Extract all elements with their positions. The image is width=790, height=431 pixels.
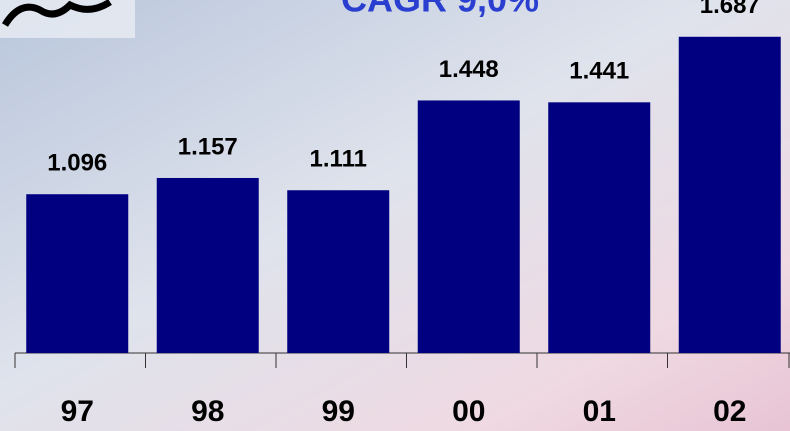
value-label: 1.448 (439, 56, 499, 83)
bar (26, 194, 128, 353)
value-label: 1.157 (178, 133, 238, 160)
x-tick-label: 00 (452, 395, 485, 428)
chart: CAGR 9,0% 1.096 97 1.157 98 1.111 99 1.448 00 1.… (0, 0, 790, 431)
x-tick-label: 97 (61, 395, 94, 428)
page: CAGR 9,0% 1.096 97 1.157 98 1.111 99 1.448 00 1.… (0, 0, 790, 431)
value-label: 1.111 (310, 146, 367, 173)
bar (548, 102, 650, 353)
bar (287, 190, 389, 353)
x-tick-label: 01 (583, 395, 616, 428)
chart-title: CAGR 9,0% (341, 0, 539, 20)
value-label: 1.441 (569, 58, 629, 85)
bar (157, 178, 259, 353)
x-tick-label: 99 (322, 395, 355, 428)
value-label: 1.687 (700, 0, 760, 19)
bar (418, 100, 520, 353)
bar (679, 37, 781, 353)
value-label: 1.096 (47, 150, 107, 177)
x-tick-label: 98 (191, 395, 224, 428)
x-tick-label: 02 (713, 395, 746, 428)
